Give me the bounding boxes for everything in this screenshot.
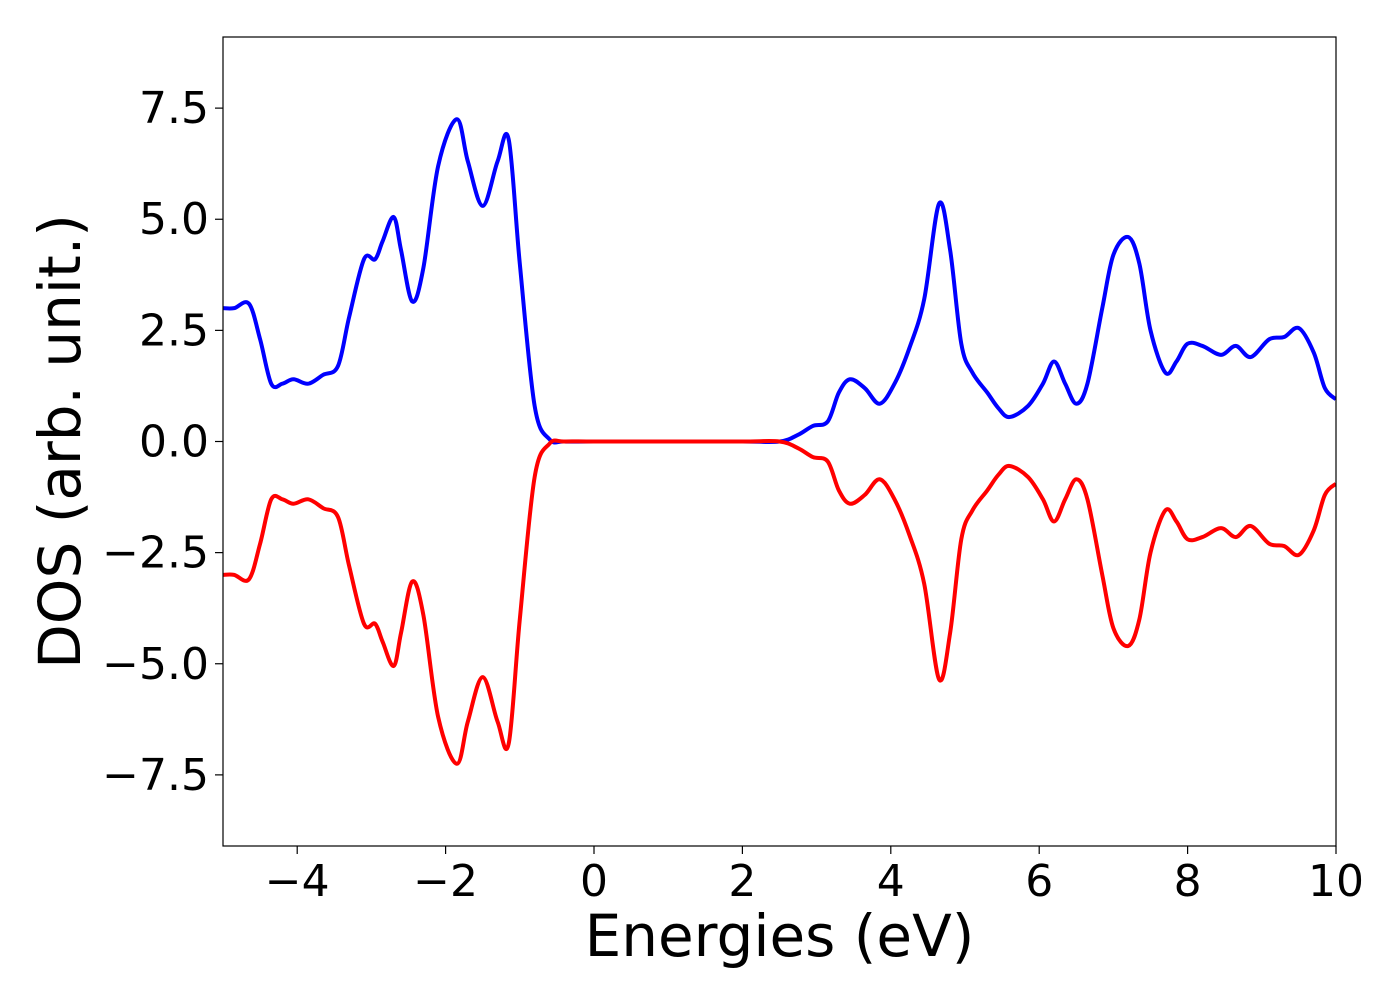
x-axis-title: Energies (eV) [585, 902, 975, 970]
y-axis-title: DOS (arb. unit.) [26, 214, 94, 669]
y-axis-ticks: 7.5 5.0 2.5 0.0 −2.5 −5.0 −7.5 [102, 83, 223, 801]
y-tick-label: −7.5 [102, 750, 209, 801]
x-tick-label: 0 [580, 856, 608, 907]
y-tick-label: −2.5 [102, 528, 209, 579]
x-tick-label: 10 [1308, 856, 1364, 907]
x-tick-label: 6 [1025, 856, 1053, 907]
y-tick-label: 2.5 [139, 305, 209, 356]
y-tick-label: −5.0 [102, 639, 209, 690]
x-tick-label: 4 [877, 856, 905, 907]
x-tick-label: −4 [265, 856, 330, 907]
series-layer [223, 117, 1336, 766]
y-tick-label: 7.5 [139, 83, 209, 134]
series-line-blue [223, 117, 1336, 445]
y-tick-label: 5.0 [139, 194, 209, 245]
x-tick-label: 2 [728, 856, 756, 907]
series-line-red [223, 438, 1336, 766]
x-tick-label: −2 [413, 856, 478, 907]
x-tick-label: 8 [1174, 856, 1202, 907]
x-axis-ticks: −4 −2 0 2 4 6 8 10 [265, 846, 1364, 907]
y-tick-label: 0.0 [139, 417, 209, 468]
